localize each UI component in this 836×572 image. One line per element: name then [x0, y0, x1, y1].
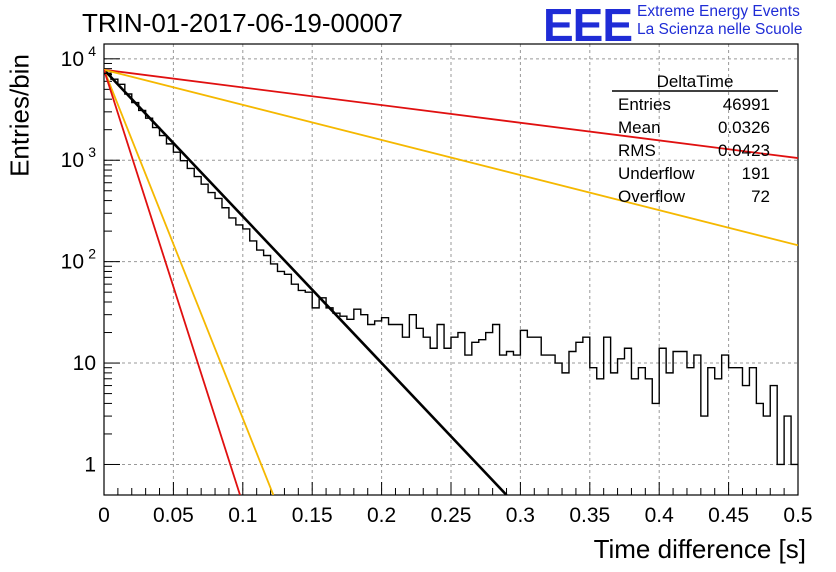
logo-text: Extreme Energy Events La Scienza nelle S…	[637, 3, 802, 39]
x-tick-label: 0.1	[228, 504, 257, 527]
orange-fit-line	[104, 68, 798, 247]
chart-title: TRIN-01-2017-06-19-00007	[82, 8, 403, 38]
x-tick-label: 0.5	[783, 504, 812, 527]
logo-line-1: Extreme Energy Events	[637, 3, 800, 20]
y-tick-label: 10	[61, 48, 84, 71]
red-fit-line	[104, 69, 241, 495]
histogram-steps	[104, 72, 798, 466]
x-tick-label: 0.15	[292, 504, 333, 527]
y-tick-label: 1	[84, 453, 96, 476]
y-tick-label: 10	[61, 149, 84, 172]
stats-value: 46991	[723, 95, 770, 114]
stats-title: DeltaTime	[657, 72, 734, 91]
y-tick-label: 10	[61, 251, 84, 274]
orange-fit-line	[104, 69, 275, 495]
x-tick-label: 0.35	[569, 504, 610, 527]
stats-label: RMS	[618, 141, 656, 160]
eee-logo: EEE	[543, 0, 633, 51]
stats-value: 191	[742, 164, 770, 183]
y-axis-label: Entries/bin	[4, 54, 35, 177]
x-tick-label: 0.3	[506, 504, 535, 527]
stats-label: Underflow	[618, 164, 695, 183]
y-tick-label: 10	[73, 352, 96, 375]
x-tick-label: 0.05	[153, 504, 194, 527]
x-tick-label: 0.25	[431, 504, 472, 527]
x-tick-label: 0.4	[645, 504, 675, 527]
y-tick-exponent: 4	[88, 43, 96, 59]
y-tick-exponent: 3	[88, 144, 96, 160]
x-tick-label: 0.45	[708, 504, 749, 527]
black-fit-line	[104, 68, 508, 495]
stats-value: 0.0326	[718, 118, 770, 137]
y-tick-exponent: 2	[88, 246, 96, 262]
stats-label: Overflow	[618, 187, 686, 206]
x-tick-label: 0.2	[367, 504, 396, 527]
stats-label: Mean	[618, 118, 661, 137]
x-tick-label: 0	[98, 504, 110, 527]
x-axis-label: Time difference [s]	[593, 534, 806, 564]
red-fit-line	[104, 68, 798, 159]
logo-line-2: La Scienza nelle Scuole	[637, 21, 803, 38]
stats-label: Entries	[618, 95, 671, 114]
stats-value: 72	[751, 187, 770, 206]
stats-value: 0.0423	[718, 141, 770, 160]
